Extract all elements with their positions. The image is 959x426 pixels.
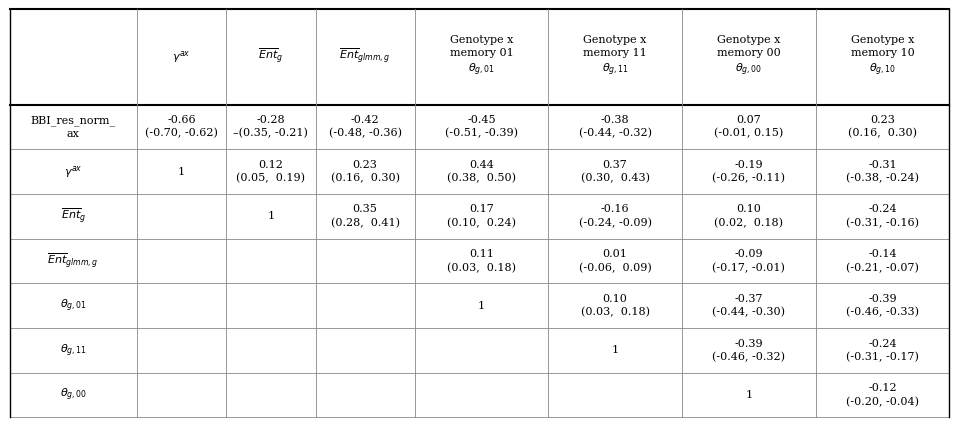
Text: 0.37
(0.30,  0.43): 0.37 (0.30, 0.43) (580, 160, 649, 184)
Text: $\overline{Ent}_{glmm,g}$: $\overline{Ent}_{glmm,g}$ (339, 47, 391, 66)
Text: 1: 1 (745, 390, 753, 400)
Text: 0.44
(0.38,  0.50): 0.44 (0.38, 0.50) (447, 160, 516, 184)
Text: 1: 1 (612, 345, 619, 355)
Text: 0.35
(0.28,  0.41): 0.35 (0.28, 0.41) (331, 204, 400, 228)
Text: 0.11
(0.03,  0.18): 0.11 (0.03, 0.18) (447, 249, 516, 273)
Text: -0.37
(-0.44, -0.30): -0.37 (-0.44, -0.30) (713, 294, 785, 317)
Text: 1: 1 (177, 167, 185, 177)
Text: -0.24
(-0.31, -0.17): -0.24 (-0.31, -0.17) (846, 339, 919, 362)
Text: -0.42
(-0.48, -0.36): -0.42 (-0.48, -0.36) (329, 115, 402, 139)
Text: $\theta_{g,11}$: $\theta_{g,11}$ (59, 342, 86, 359)
Text: Genotype x
memory 00
$\theta_{g,00}$: Genotype x memory 00 $\theta_{g,00}$ (717, 35, 781, 78)
Text: 0.10
(0.02,  0.18): 0.10 (0.02, 0.18) (714, 204, 784, 228)
Text: 0.10
(0.03,  0.18): 0.10 (0.03, 0.18) (580, 294, 649, 317)
Text: Genotype x
memory 01
$\theta_{g,01}$: Genotype x memory 01 $\theta_{g,01}$ (450, 35, 513, 78)
Text: -0.12
(-0.20, -0.04): -0.12 (-0.20, -0.04) (846, 383, 919, 407)
Text: 0.23
(0.16,  0.30): 0.23 (0.16, 0.30) (331, 160, 400, 184)
Text: $\theta_{g,00}$: $\theta_{g,00}$ (59, 387, 86, 403)
Text: $\overline{Ent}_{g}$: $\overline{Ent}_{g}$ (258, 47, 284, 66)
Text: -0.39
(-0.46, -0.32): -0.39 (-0.46, -0.32) (713, 339, 785, 362)
Text: $\overline{Ent}_{glmm,g}$: $\overline{Ent}_{glmm,g}$ (47, 251, 99, 271)
Text: $\gamma^{ax}$: $\gamma^{ax}$ (173, 49, 191, 64)
Text: -0.45
(-0.51, -0.39): -0.45 (-0.51, -0.39) (445, 115, 518, 139)
Text: -0.28
–(0.35, -0.21): -0.28 –(0.35, -0.21) (233, 115, 309, 139)
Text: 0.17
(0.10,  0.24): 0.17 (0.10, 0.24) (447, 204, 516, 228)
Text: -0.38
(-0.44, -0.32): -0.38 (-0.44, -0.32) (578, 115, 651, 139)
Text: $\theta_{g,01}$: $\theta_{g,01}$ (59, 297, 86, 314)
Text: 0.01
(-0.06,  0.09): 0.01 (-0.06, 0.09) (578, 249, 651, 273)
Text: BBI_res_norm_
ax: BBI_res_norm_ ax (31, 115, 116, 139)
Text: 0.12
(0.05,  0.19): 0.12 (0.05, 0.19) (237, 160, 305, 184)
Text: $\overline{Ent}_{g}$: $\overline{Ent}_{g}$ (60, 207, 85, 226)
Text: 1: 1 (478, 301, 485, 311)
Text: -0.39
(-0.46, -0.33): -0.39 (-0.46, -0.33) (846, 294, 919, 317)
Text: -0.16
(-0.24, -0.09): -0.16 (-0.24, -0.09) (578, 204, 651, 228)
Text: -0.14
(-0.21, -0.07): -0.14 (-0.21, -0.07) (846, 249, 919, 273)
Text: -0.09
(-0.17, -0.01): -0.09 (-0.17, -0.01) (713, 249, 785, 273)
Text: Genotype x
memory 10
$\theta_{g,10}$: Genotype x memory 10 $\theta_{g,10}$ (851, 35, 915, 78)
Text: 0.07
(-0.01, 0.15): 0.07 (-0.01, 0.15) (714, 115, 784, 139)
Text: 1: 1 (268, 211, 274, 221)
Text: 0.23
(0.16,  0.30): 0.23 (0.16, 0.30) (848, 115, 917, 139)
Text: -0.24
(-0.31, -0.16): -0.24 (-0.31, -0.16) (846, 204, 919, 228)
Text: Genotype x
memory 11
$\theta_{g,11}$: Genotype x memory 11 $\theta_{g,11}$ (583, 35, 647, 78)
Text: $\gamma^{ax}$: $\gamma^{ax}$ (64, 164, 82, 180)
Text: -0.19
(-0.26, -0.11): -0.19 (-0.26, -0.11) (713, 160, 785, 184)
Text: -0.66
(-0.70, -0.62): -0.66 (-0.70, -0.62) (145, 115, 218, 139)
Text: -0.31
(-0.38, -0.24): -0.31 (-0.38, -0.24) (846, 160, 919, 184)
